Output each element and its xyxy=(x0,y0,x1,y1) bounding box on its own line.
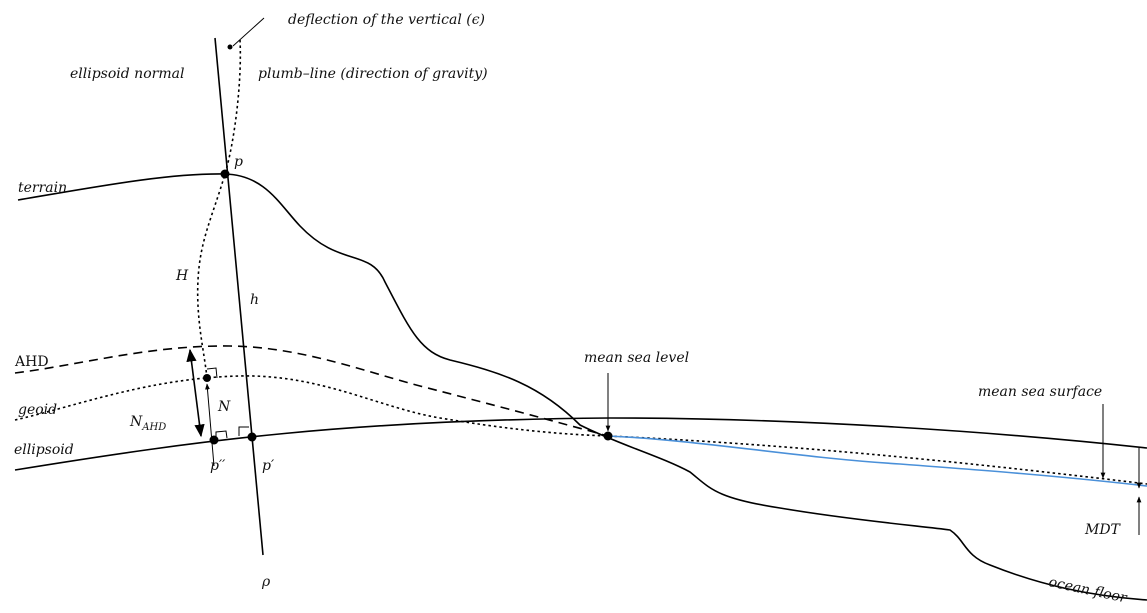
p-double-prime-label: p′′ xyxy=(210,458,226,474)
N-label: N xyxy=(217,399,231,415)
p-prime-label: p′ xyxy=(262,458,275,474)
mean-sea-surface-label: mean sea surface xyxy=(978,384,1102,400)
rho-label: ρ xyxy=(261,574,271,590)
deflection-label: deflection of the vertical (ϵ) xyxy=(288,12,485,28)
p-label: p xyxy=(234,154,243,170)
deflection-leader xyxy=(232,17,265,47)
terrain-curve xyxy=(17,173,1147,601)
MDT-label: MDT xyxy=(1084,522,1122,538)
n-arrow xyxy=(205,383,215,467)
mean-sea-surface-curve xyxy=(607,435,1147,487)
ellipsoid-label: ellipsoid xyxy=(14,442,74,458)
terrain-label: terrain xyxy=(18,180,67,196)
point-p-prime xyxy=(247,432,257,442)
h-label: h xyxy=(250,292,259,308)
ocean-floor-label: ocean floor xyxy=(1047,574,1129,606)
deflection-point xyxy=(227,44,233,50)
n-ahd-label: NAHD xyxy=(129,414,166,433)
point-p xyxy=(220,169,230,179)
mean-sea-level-label: mean sea level xyxy=(584,350,689,366)
AHD-label: AHD xyxy=(14,354,49,370)
ellipsoid-curve xyxy=(14,417,1147,471)
H-label: H xyxy=(175,268,189,284)
point-geoid-foot xyxy=(203,374,211,382)
plumb-line xyxy=(196,39,242,379)
plumb-line-label: plumb–line (direction of gravity) xyxy=(258,66,488,82)
right-angle-mark-geoid xyxy=(206,367,218,379)
right-angle-mark-p-prime xyxy=(238,426,249,436)
n-ahd-arrow xyxy=(186,348,205,438)
ellipsoid-normal-line xyxy=(214,37,264,556)
geoid-label: geoid xyxy=(18,402,57,418)
point-p-double-prime xyxy=(209,435,219,445)
ahd-curve xyxy=(14,345,609,437)
ellipsoid-normal-label: ellipsoid normal xyxy=(70,66,184,82)
point-mean-sea-level xyxy=(603,431,613,441)
